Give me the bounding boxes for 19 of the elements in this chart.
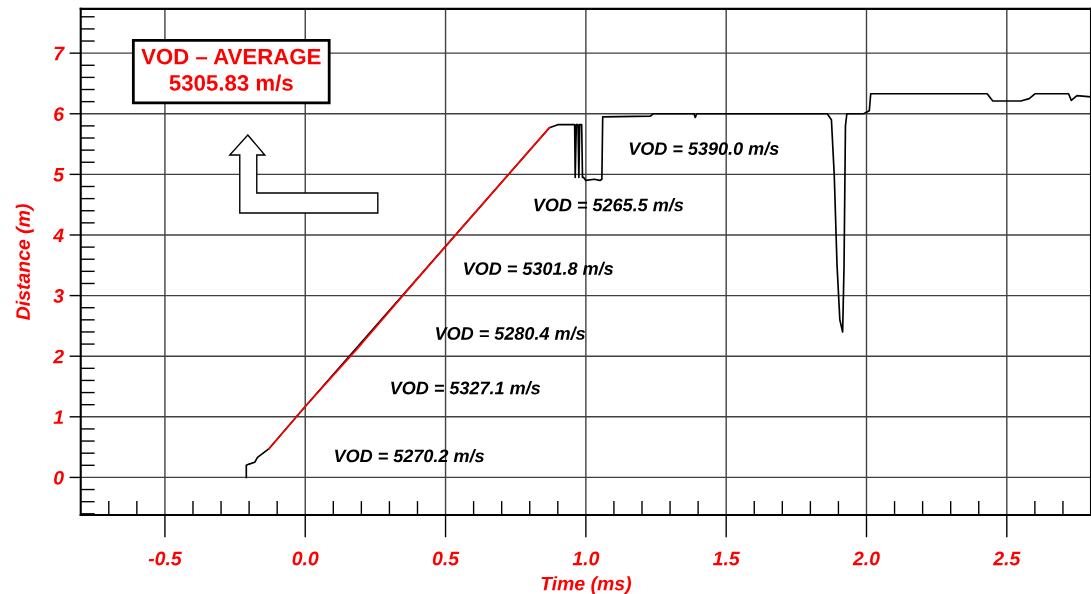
x-tick-label: 0.5 <box>432 551 460 566</box>
x-tick-label: 0.0 <box>292 551 319 566</box>
y-tick-label: 6 <box>54 107 65 121</box>
x-tick-label: 2.5 <box>992 551 1021 566</box>
y-axis-title: Distance (m) <box>15 204 34 320</box>
annotation: VOD = 5327.1 m/s <box>391 381 541 395</box>
x-tick-label: -0.5 <box>148 551 182 566</box>
y-tick-label: 0 <box>54 470 64 485</box>
x-tick-label: 1.5 <box>712 551 740 566</box>
x-tick-label: 2.0 <box>852 551 880 566</box>
y-tick-label: 7 <box>54 46 65 61</box>
y-tick-label: 5 <box>53 168 65 182</box>
y-tick-label: 3 <box>53 289 64 303</box>
annotation: VOD – AVERAGE 5305.83 m/s <box>141 48 321 92</box>
y-tick-label: 1 <box>53 410 64 424</box>
x-axis-title: Time (ms) <box>541 576 632 594</box>
y-tick-label: 2 <box>52 349 64 364</box>
x-tick-label: 1.0 <box>572 551 600 566</box>
y-tick-label: 4 <box>52 228 64 243</box>
